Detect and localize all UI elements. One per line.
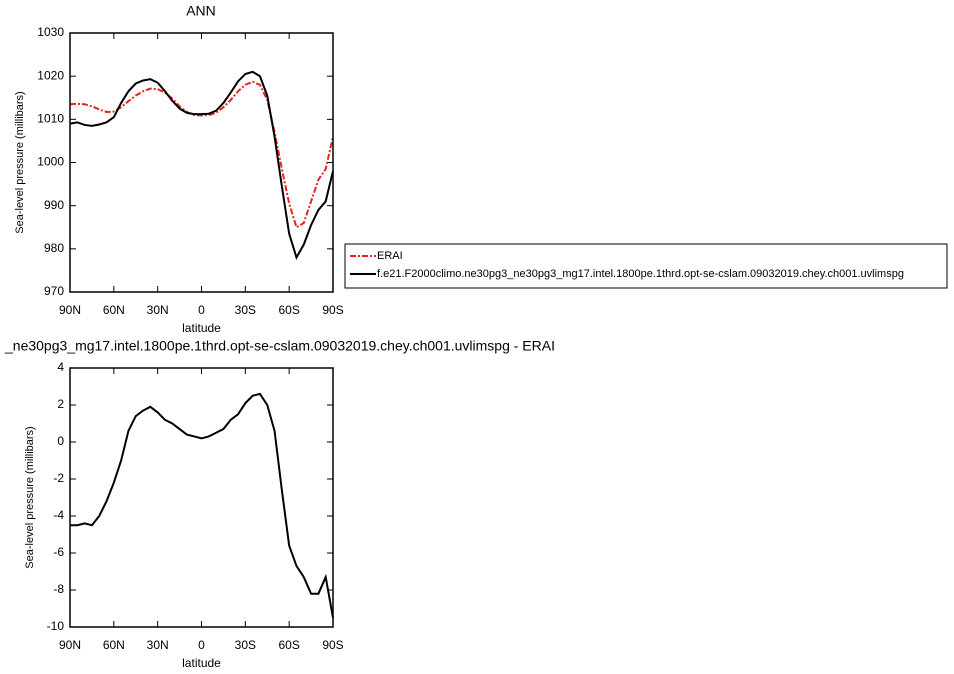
y-axis-label: Sea-level pressure (millibars) [14, 91, 26, 233]
legend-label: ERAI [377, 250, 403, 262]
y-tick-label: -2 [53, 471, 64, 485]
legend-label: f.e21.F2000climo.ne30pg3_ne30pg3_mg17.in… [377, 268, 904, 280]
y-tick-label: 0 [57, 434, 64, 448]
x-axis-label: latitude [182, 656, 221, 670]
data-line [69, 80, 334, 229]
x-tick-label: 30N [147, 303, 169, 317]
data-line [69, 70, 334, 260]
x-tick-label: 90S [322, 638, 343, 652]
chart-title: ANN [186, 3, 216, 19]
x-tick-label: 60N [103, 303, 125, 317]
x-tick-label: 60S [278, 638, 299, 652]
y-tick-label: 1000 [37, 155, 64, 169]
y-tick-label: -8 [53, 582, 64, 596]
x-tick-label: 90N [59, 303, 81, 317]
y-tick-label: 1010 [37, 112, 64, 126]
y-tick-label: -10 [47, 619, 65, 633]
plot-frame [69, 32, 334, 293]
x-tick-label: 60S [278, 303, 299, 317]
y-tick-label: 990 [44, 198, 64, 212]
x-tick-label: 60N [103, 638, 125, 652]
y-tick-label: 4 [57, 360, 64, 374]
x-tick-label: 30S [235, 638, 256, 652]
x-tick-label: 30S [235, 303, 256, 317]
x-tick-label: 30N [147, 638, 169, 652]
y-axis-label: Sea-level pressure (millibars) [24, 426, 36, 568]
x-axis-label: latitude [182, 321, 221, 335]
x-tick-label: 90S [322, 303, 343, 317]
x-tick-label: 0 [198, 303, 205, 317]
y-tick-label: -4 [53, 508, 64, 522]
x-tick-label: 90N [59, 638, 81, 652]
plot-frame [69, 367, 334, 628]
x-tick-label: 0 [198, 638, 205, 652]
y-tick-label: 2 [57, 397, 64, 411]
y-tick-label: 980 [44, 241, 64, 255]
y-tick-label: 970 [44, 284, 64, 298]
y-tick-label: 1030 [37, 25, 64, 39]
y-tick-label: -6 [53, 545, 64, 559]
y-tick-label: 1020 [37, 68, 64, 82]
data-line [70, 392, 334, 618]
chart-title: _ne30pg3_mg17.intel.1800pe.1thrd.opt-se-… [4, 338, 555, 354]
legend-box [344, 243, 948, 289]
